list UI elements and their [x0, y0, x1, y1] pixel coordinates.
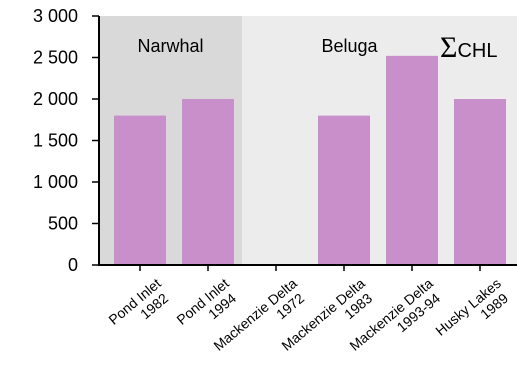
y-tick-label: 3 000: [33, 6, 78, 26]
group-label: Narwhal: [137, 36, 203, 56]
bar: [182, 99, 234, 265]
group-label: Beluga: [321, 36, 378, 56]
x-tick-label: Pond Inlet1982: [105, 275, 174, 340]
x-tick-label: Husky Lakes1989: [432, 275, 514, 351]
y-tick-label: 1 500: [33, 131, 78, 151]
y-tick-label: 0: [68, 255, 78, 275]
bar: [114, 115, 166, 265]
bar: [318, 115, 370, 265]
y-tick-label: 2 500: [33, 48, 78, 68]
y-axis-ticks: 0 500 1 000 1 500 2 000 2 500 3 000: [33, 6, 481, 275]
series-label: ΣCHL: [440, 31, 497, 64]
bar: [454, 99, 506, 265]
bar: [386, 55, 438, 266]
bars: [114, 55, 506, 266]
y-tick-label: 500: [48, 214, 78, 234]
y-tick-label: 1 000: [33, 172, 78, 192]
sigma-symbol: Σ: [440, 31, 457, 64]
series-label-text: CHL: [457, 40, 497, 62]
y-tick-label: 2 000: [33, 89, 78, 109]
